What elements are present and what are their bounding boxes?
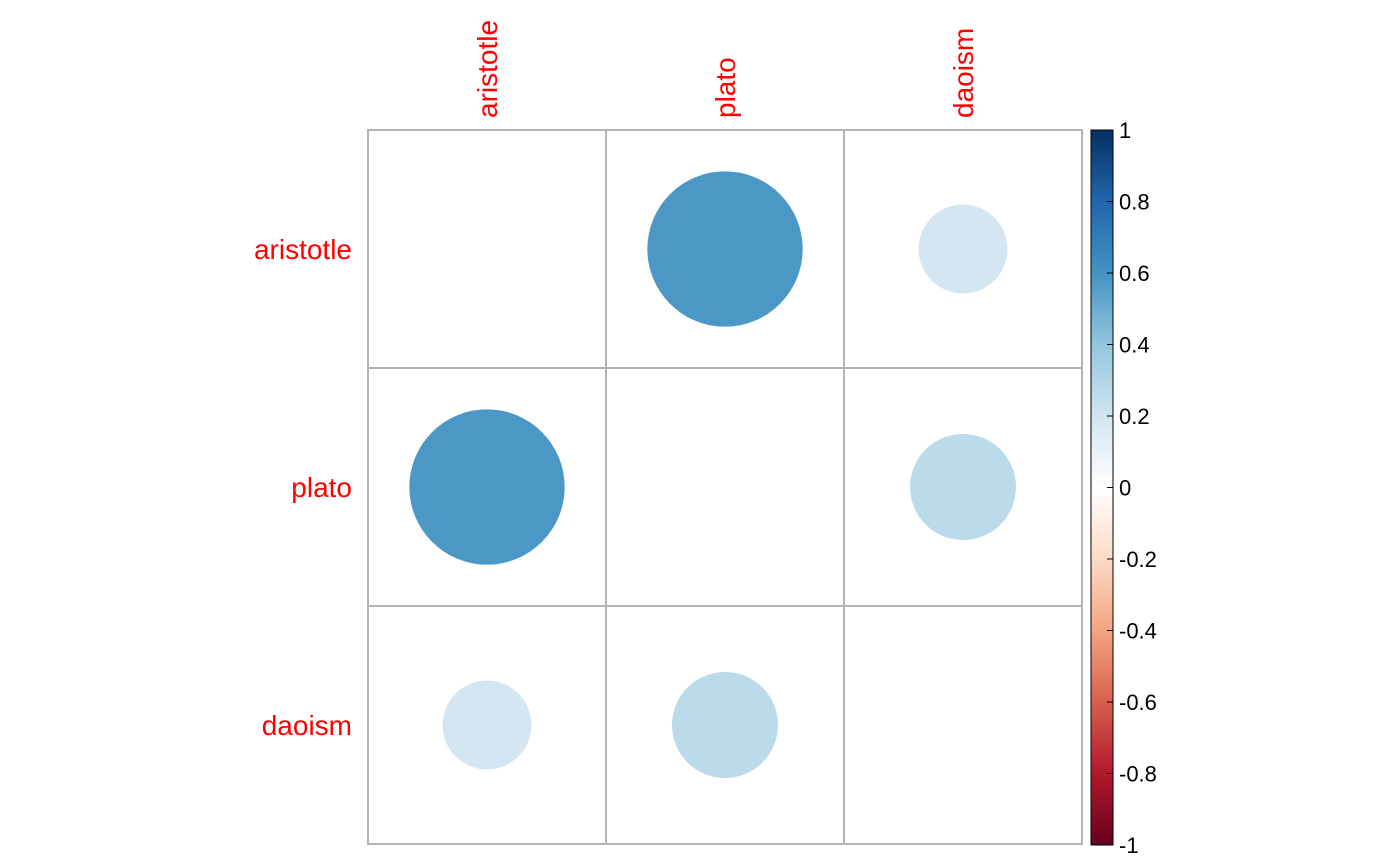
row-label: aristotle (254, 234, 352, 265)
column-label: aristotle (472, 20, 503, 118)
row-label: daoism (262, 710, 352, 741)
correlation-circle (409, 409, 565, 565)
correlation-circle (909, 433, 1017, 541)
column-labels: aristotle plato daoism (472, 20, 979, 118)
colorbar-tick-label: 0.4 (1119, 333, 1150, 358)
correlation-circle (442, 680, 532, 770)
row-labels: aristotle plato daoism (254, 234, 352, 741)
colorbar-tick-label: -0.4 (1119, 619, 1157, 644)
row-label: plato (291, 472, 352, 503)
colorbar-tick-label: 0.8 (1119, 190, 1150, 215)
colorbar-tick-label: 1 (1119, 118, 1131, 143)
colorbar-tick-label: 0 (1119, 476, 1131, 501)
color-legend: 1 0.8 0.6 0.4 0.2 0 -0.2 -0.4 -0.6 -0.8 -1 (1090, 118, 1157, 858)
colorbar-tick-label: -0.8 (1119, 762, 1157, 787)
colorbar-tick-label: -1 (1119, 833, 1139, 858)
correlation-grid (367, 129, 1083, 845)
correlation-circle (671, 671, 779, 779)
colorbar-tick-label: -0.6 (1119, 690, 1157, 715)
column-label: plato (710, 57, 741, 118)
column-label: daoism (948, 28, 979, 118)
colorbar-tick-label: 0.2 (1119, 404, 1150, 429)
grid-cell (367, 129, 607, 369)
correlation-markers (409, 171, 1017, 779)
correlation-circle (918, 204, 1008, 294)
correlation-circle (647, 171, 803, 327)
grid-cell (843, 605, 1083, 845)
colorbar-tick-label: -0.2 (1119, 547, 1157, 572)
grid-cell (605, 367, 845, 607)
colorbar-tick-label: 0.6 (1119, 261, 1150, 286)
